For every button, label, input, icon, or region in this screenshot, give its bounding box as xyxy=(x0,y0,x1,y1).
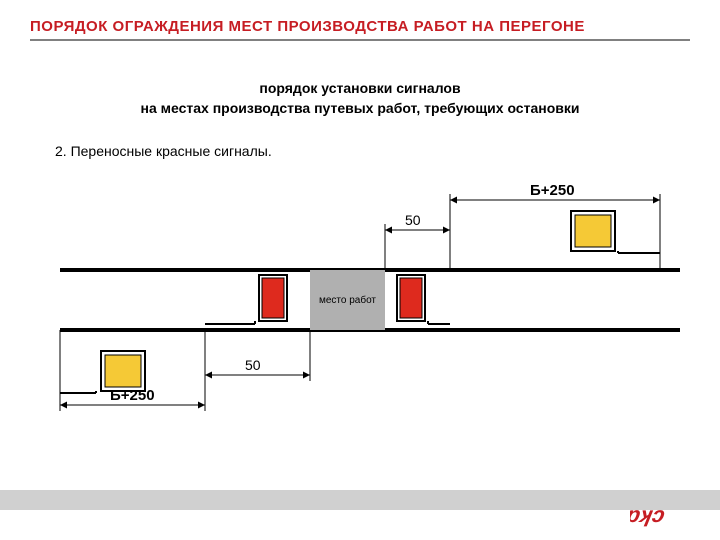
subtitle-block: порядок установки сигналов на местах про… xyxy=(0,79,720,118)
page-title: ПОРЯДОК ОГРАЖДЕНИЯ МЕСТ ПРОИЗВОДСТВА РАБ… xyxy=(30,18,690,35)
svg-text:pʞɔ: pʞɔ xyxy=(630,502,667,527)
item-text: 2. Переносные красные сигналы. xyxy=(55,143,720,159)
svg-text:место работ: место работ xyxy=(319,294,376,306)
signal-diagram: место работ 50 Б+250 50 Б+250 xyxy=(0,180,720,480)
rzd-logo-icon: pʞɔ xyxy=(630,500,690,530)
svg-text:Б+250: Б+250 xyxy=(110,387,155,404)
svg-text:Б+250: Б+250 xyxy=(530,182,575,199)
svg-text:50: 50 xyxy=(245,357,261,373)
subtitle-line2: на местах производства путевых работ, тр… xyxy=(0,99,720,119)
svg-text:50: 50 xyxy=(405,212,421,228)
subtitle-line1: порядок установки сигналов xyxy=(0,79,720,99)
footer-bar xyxy=(0,490,720,510)
header-underline xyxy=(30,39,690,41)
